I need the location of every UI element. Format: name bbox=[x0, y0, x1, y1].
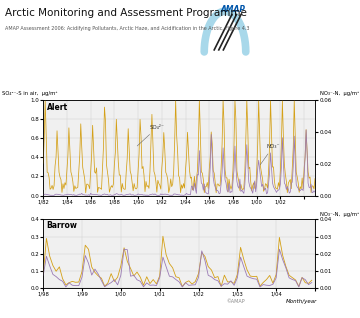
Text: SO₄²⁻: SO₄²⁻ bbox=[137, 125, 165, 146]
Text: Month/year: Month/year bbox=[285, 299, 317, 304]
Text: NO₃⁻: NO₃⁻ bbox=[260, 144, 280, 165]
Text: SO₄²⁻-S in air,  μg/m³: SO₄²⁻-S in air, μg/m³ bbox=[2, 91, 57, 96]
Text: Alert: Alert bbox=[47, 103, 68, 112]
Text: AMAP Assessment 2006: Acidifying Pollutants, Arctic Haze, and Acidification in t: AMAP Assessment 2006: Acidifying Polluta… bbox=[5, 26, 250, 31]
Text: NO₃⁻-N,  μg/m³: NO₃⁻-N, μg/m³ bbox=[320, 91, 359, 96]
Text: Barrow: Barrow bbox=[47, 221, 78, 231]
Text: ©AMAP: ©AMAP bbox=[226, 299, 245, 304]
Text: Arctic Monitoring and Assessment Programme: Arctic Monitoring and Assessment Program… bbox=[5, 8, 247, 18]
Text: NO₃⁻-N,  μg/m³: NO₃⁻-N, μg/m³ bbox=[320, 212, 359, 217]
Text: AMAP: AMAP bbox=[220, 5, 246, 14]
